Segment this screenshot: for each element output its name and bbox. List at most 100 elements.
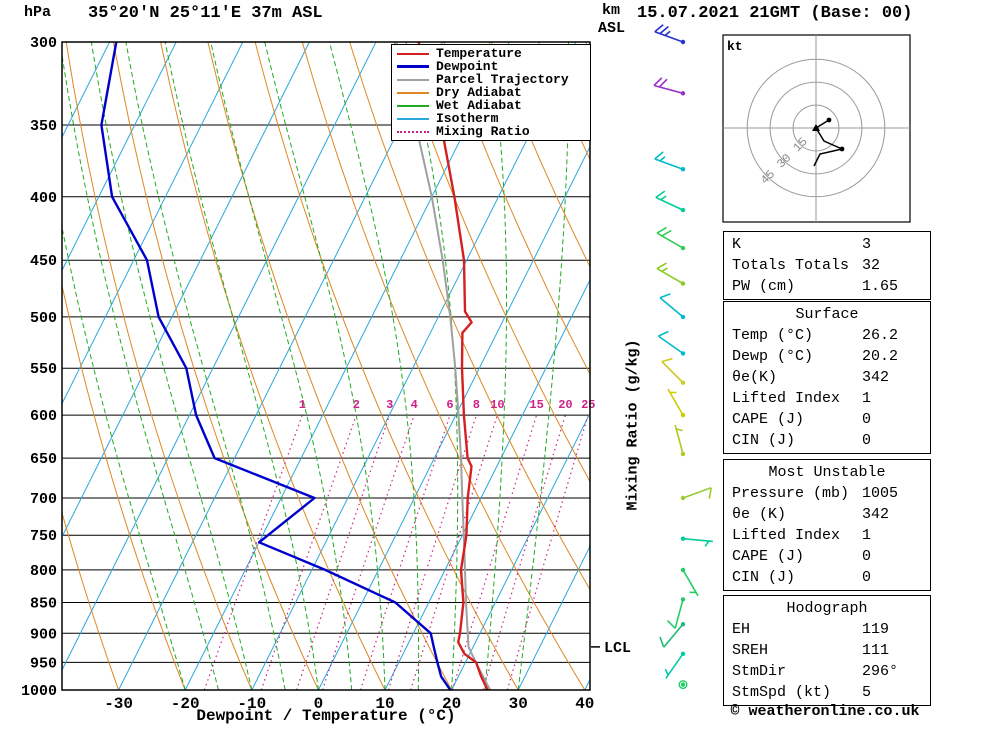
wind-barb-column [653,24,713,690]
row-label: CIN (J) [732,432,796,449]
row-label: θe(K) [732,369,778,386]
row-label: Temp (°C) [732,327,814,344]
temperature-tick-label: 40 [575,695,594,713]
wind-barb-station-dot [680,682,686,687]
wind-barb-icon [653,77,684,95]
pressure-tick-label: 450 [30,253,57,270]
hodograph-table: Hodograph EH 119 SREH 111 StmDir 296° StmSp… [723,595,931,706]
dry-adiabat-line [62,511,120,690]
wet-adiabat-line [90,42,253,690]
wind-barb-icon [659,293,684,318]
pressure-gridlines [62,42,590,690]
table-section-title: Surface [795,306,859,323]
mixing-ratio-line [321,414,415,690]
legend-item-dry-adiabat: Dry Adiabat [392,86,590,99]
row-label: K [732,236,742,253]
wind-barb-icon [656,226,684,249]
mixing-ratio-value-label: 8 [473,398,480,412]
mixing-ratio-value-label: 4 [411,398,418,412]
dewpoint-curve [100,42,452,690]
hodograph-ring [746,58,886,198]
isotherm-line [118,42,444,690]
row-label: CIN (J) [732,569,796,586]
hodograph-trace [813,119,845,167]
row-label: SREH [732,642,769,659]
mixing-ratio-value-label: 3 [386,398,393,412]
temperature-tick-label: 30 [509,695,528,713]
mixing-ratio-line [482,414,566,690]
pressure-tick-label: 950 [30,655,57,672]
isotherm-line-swatch [397,117,429,120]
table-row: SREH 111 [724,640,930,661]
isotherm-line [62,42,377,672]
altitude-axis-unit-km: km [602,2,621,19]
row-value: 20.2 [862,348,899,365]
temperature-tick-label: 0 [314,695,324,713]
legend-item-mixing-ratio: Mixing Ratio [392,125,590,138]
mixing-ratio-line-swatch [397,130,429,133]
row-label: Lifted Index [732,527,841,544]
pressure-tick-label: 350 [30,118,57,135]
isotherm-line [62,42,177,272]
temperature-line-swatch [397,52,429,55]
hodograph-trace-dot [826,117,832,123]
wind-barb-icon [655,190,684,211]
pressure-tick-labels: 300 350 400 450 500 550 600 650 700 750 800 850 900 9… [21,35,57,700]
hodograph-storm-motion-marker [812,124,820,131]
table-row: CAPE (J) 0 [724,546,930,567]
skewt-plot-area [62,42,590,690]
table-section-title: Most Unstable [768,464,886,481]
row-label: Totals Totals [732,257,850,274]
legend-label: Temperature [436,46,522,61]
wind-barb-icon [661,357,684,384]
dry-adiabat-line [490,42,590,268]
wind-barb-icon [667,388,684,416]
table-row: Dewp (°C) 20.2 [724,346,930,367]
lcl-label: LCL [604,640,631,657]
table-row: Temp (°C) 26.2 [724,325,930,346]
table-row: CAPE (J) 0 [724,409,930,430]
table-row: θe (K) 342 [724,504,930,525]
row-label: EH [732,621,751,638]
legend-label: Mixing Ratio [436,124,530,139]
row-value: 1.65 [862,278,899,295]
mixing-ratio-value-label: 15 [529,398,543,412]
table-row: Pressure (mb) 1005 [724,483,930,504]
mixing-ratio-value-label: 25 [581,398,595,412]
legend-label: Dry Adiabat [436,85,522,100]
row-label: StmDir [732,663,787,680]
wet-adiabat-line [517,42,570,690]
parcel-trajectory-curve [393,42,492,690]
mixing-ratio-value-label: 10 [490,398,504,412]
legend-label: Parcel Trajectory [436,72,569,87]
temperature-curve [417,42,490,690]
temperature-tick-label: 20 [442,695,461,713]
dry-adiabat-line [301,42,586,690]
table-section-title: Hodograph [786,600,868,617]
table-row: Totals Totals 32 [724,255,930,276]
pressure-tick-label: 850 [30,596,57,613]
mixing-ratio-line [410,414,498,690]
wet-adiabat-line [62,51,219,690]
temperature-tick-labels: -30 -20 -10 0 10 20 30 40 [104,695,594,713]
hodograph-unit-label: kt [727,39,743,54]
wind-barb-icon [659,623,684,648]
temperature-tick-label: -30 [104,695,133,713]
table-row: StmDir 296° [724,661,930,682]
isotherm-line [317,145,590,690]
mixing-ratio-value-label: 1 [299,398,306,412]
mixing-ratio-line [506,414,589,690]
row-label: Dewp (°C) [732,348,814,365]
mixing-ratio-line [387,414,477,690]
row-value: 296° [862,663,899,680]
mixing-ratio-labels: 1 2 3 4 6 8 10 15 20 25 [299,398,596,412]
row-value: 0 [862,432,872,449]
row-value: 0 [862,569,872,586]
table-row: Lifted Index 1 [724,388,930,409]
legend-item-temperature: Temperature [392,47,590,60]
dry-adiabat-line [62,283,186,690]
parcel-line-swatch [397,78,429,81]
